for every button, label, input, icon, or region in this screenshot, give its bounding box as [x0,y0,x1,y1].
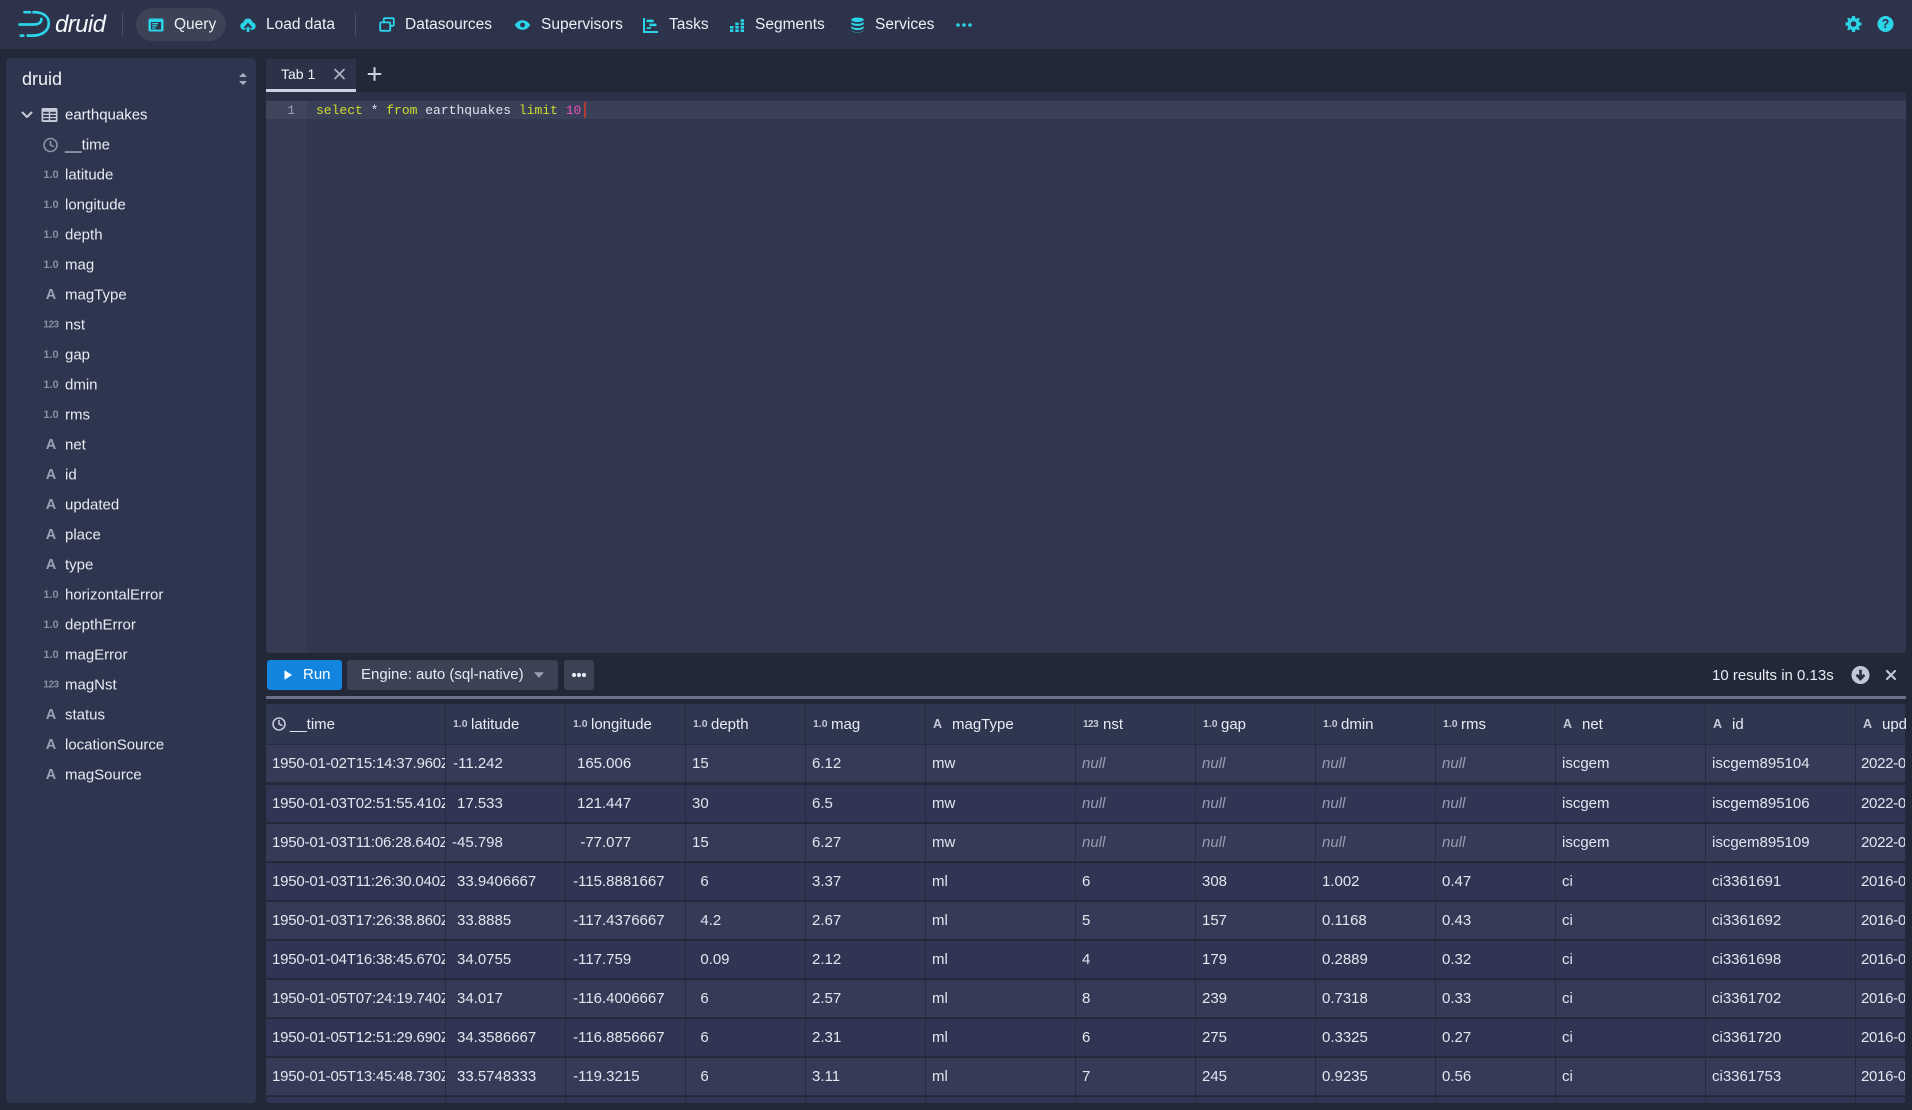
svg-text:?: ? [1882,17,1890,31]
